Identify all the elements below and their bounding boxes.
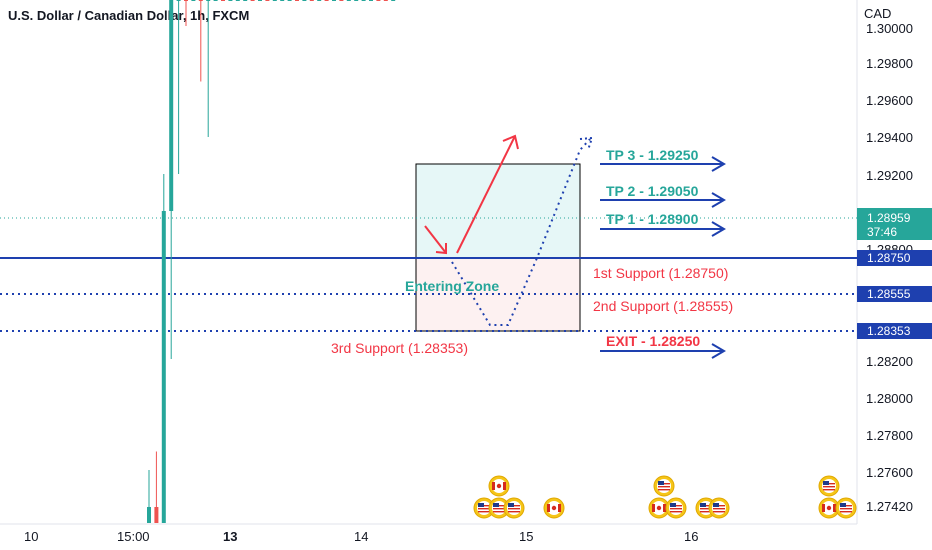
candle (161, 211, 166, 523)
candle (280, 0, 285, 1)
candle (206, 0, 211, 1)
candle (191, 0, 196, 1)
y-tick: 1.29600 (866, 93, 913, 108)
x-tick: 15:00 (117, 529, 150, 544)
us-flag-icon[interactable] (708, 497, 730, 519)
red-up-arrow[interactable] (456, 134, 519, 254)
y-tick: 1.30000 (866, 21, 913, 36)
level-price-value: 1.28750 (867, 251, 911, 265)
x-tick: 13 (223, 529, 237, 544)
candle (346, 0, 351, 1)
second-support-label: 2nd Support (1.28555) (593, 298, 733, 314)
canada-flag-icon[interactable] (648, 497, 670, 519)
tp2-target[interactable]: TP 2 - 1.29050 (600, 183, 726, 208)
candle (354, 0, 359, 1)
current-price-value: 1.28959 (867, 211, 911, 225)
x-tick: 15 (519, 529, 533, 544)
y-tick: 1.27800 (866, 428, 913, 443)
candle (317, 0, 322, 1)
candle (287, 0, 292, 1)
level-price-value: 1.28353 (867, 324, 911, 338)
candle (176, 0, 181, 1)
y-tick: 1.29800 (866, 56, 913, 71)
candle (221, 0, 225, 1)
take-profit-zone[interactable] (415, 163, 581, 259)
candle (213, 0, 218, 1)
x-tick: 10 (24, 529, 38, 544)
us-flag-icon[interactable] (665, 497, 687, 519)
us-flag-icon[interactable] (503, 497, 525, 519)
level-price-box: 1.28353 (857, 323, 932, 339)
economic-events[interactable] (473, 475, 857, 519)
entering-zone-label: Entering Zone (405, 278, 499, 294)
candle (147, 507, 151, 523)
us-flag-icon[interactable] (835, 497, 857, 519)
candle (361, 0, 366, 1)
candle (198, 0, 203, 1)
y-tick: 1.28200 (866, 354, 913, 369)
level-price-box: 1.28555 (857, 286, 932, 302)
canada-flag-icon[interactable] (818, 497, 840, 519)
x-tick: 14 (354, 529, 368, 544)
y-tick: 1.27420 (866, 499, 913, 514)
third-support-label: 3rd Support (1.28353) (331, 340, 468, 356)
projection-path[interactable] (451, 136, 594, 326)
canada-flag-icon[interactable] (488, 475, 510, 497)
level-price-value: 1.28555 (867, 287, 911, 301)
candle (184, 0, 188, 1)
red-down-arrow[interactable] (424, 225, 447, 255)
candle (235, 0, 240, 1)
level-price-box: 1.28750 (857, 250, 932, 266)
y-tick: 1.29400 (866, 130, 913, 145)
candle (258, 0, 262, 1)
candle (250, 0, 255, 1)
us-flag-icon[interactable] (473, 497, 495, 519)
countdown-value: 37:46 (867, 225, 897, 239)
candle (272, 0, 277, 1)
candle (376, 0, 381, 1)
y-tick: 1.28000 (866, 391, 913, 406)
y-tick: 1.29200 (866, 168, 913, 183)
candle (243, 0, 248, 1)
us-flag-icon[interactable] (653, 475, 675, 497)
tp3-label: TP 3 - 1.29250 (606, 147, 699, 163)
tp1-label: TP 1 - 1.28900 (606, 211, 699, 227)
x-tick: 16 (684, 529, 698, 544)
time-axis[interactable]: 10 15:00 13 14 15 16 (24, 529, 698, 544)
candle (295, 0, 299, 1)
current-price-box: 1.28959 37:46 (857, 208, 932, 240)
canada-flag-icon[interactable] (543, 497, 565, 519)
candle (154, 507, 159, 523)
candle (324, 0, 329, 1)
candle (228, 0, 233, 1)
tp2-label: TP 2 - 1.29050 (606, 183, 699, 199)
tp1-target[interactable]: TP 1 - 1.28900 (600, 211, 726, 237)
first-support-label: 1st Support (1.28750) (593, 265, 728, 281)
candle (383, 0, 388, 1)
candle (369, 0, 373, 1)
candle (309, 0, 314, 1)
exit-label: EXIT - 1.28250 (606, 333, 700, 349)
candle (265, 0, 270, 1)
us-flag-icon[interactable] (818, 475, 840, 497)
candle (169, 0, 174, 211)
chart-title: U.S. Dollar / Canadian Dollar, 1h, FXCM (8, 8, 250, 23)
exit-target[interactable]: EXIT - 1.28250 (600, 333, 726, 359)
us-flag-icon[interactable] (488, 497, 510, 519)
currency-label: CAD (864, 6, 892, 21)
candlestick-series (147, 0, 396, 523)
price-axis[interactable]: 1.30000 1.29800 1.29600 1.29400 1.29200 … (866, 21, 913, 514)
candle (339, 0, 344, 1)
tp3-target[interactable]: TP 3 - 1.29250 (600, 147, 726, 172)
y-tick: 1.27600 (866, 465, 913, 480)
candle (391, 0, 396, 1)
candle (302, 0, 307, 1)
candle (332, 0, 336, 1)
